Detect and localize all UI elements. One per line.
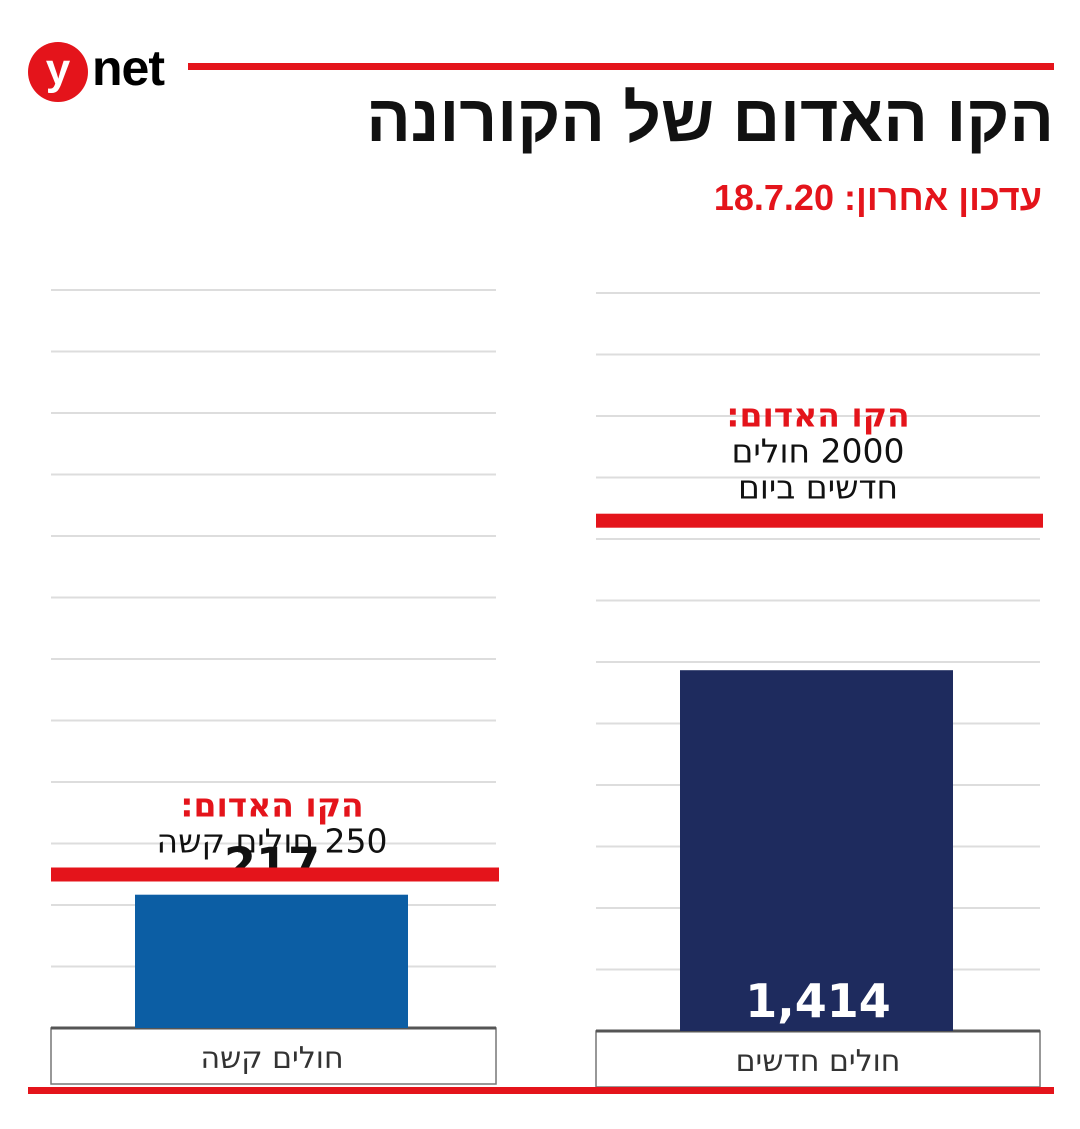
chart-title: הקו האדום של הקורונה — [366, 81, 1054, 155]
header-rule — [188, 63, 1054, 70]
logo-text: net — [92, 40, 165, 96]
footer-rule — [28, 1087, 1054, 1094]
severe-red-line-text: 250 חולים קשה — [157, 822, 388, 861]
severe-category-label: חולים קשה — [200, 1041, 343, 1076]
new-cases-value-label: 1,414 — [745, 974, 891, 1028]
logo-letter: y — [45, 45, 71, 94]
ynet-logo: y net — [28, 40, 173, 102]
severe-value-label: 217 — [224, 838, 320, 892]
severe-red-line-title: הקו האדום: — [180, 786, 363, 825]
new-cases-red-line — [596, 513, 1043, 528]
new-cases-red-line-text: 2000 חולים — [731, 432, 904, 471]
new-cases-category-box — [595, 1030, 1041, 1088]
new-cases-category-label: חולים חדשים — [736, 1044, 901, 1079]
severe-bar — [135, 894, 408, 1028]
logo-circle — [28, 42, 88, 102]
new-cases-bar — [680, 670, 953, 1031]
update-date: עדכון אחרון: 18.7.20 — [713, 177, 1042, 218]
new-cases-red-line-text: חדשים ביום — [738, 468, 898, 507]
severe-red-line — [51, 867, 499, 882]
new-cases-red-line-title: הקו האדום: — [726, 396, 909, 435]
severe-category-box — [50, 1027, 497, 1085]
